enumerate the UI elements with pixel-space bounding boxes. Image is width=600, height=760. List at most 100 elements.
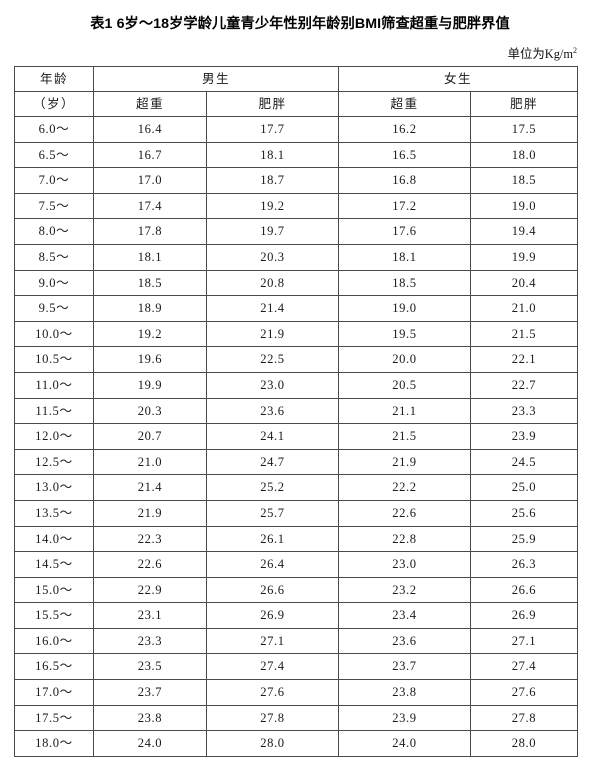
cell-boys-overweight: 23.3 xyxy=(93,627,207,655)
cell-age: 16.5～ xyxy=(14,653,94,681)
table-row: 14.5～ 22.6 26.4 23.0 26.3 xyxy=(14,551,578,578)
cell-girls-obesity: 19.4 xyxy=(470,218,578,245)
cell-girls-overweight: 22.6 xyxy=(338,499,471,527)
header-age-unit: （岁） xyxy=(14,91,94,117)
cell-age: 7.5～ xyxy=(14,192,94,220)
table-row: 17.0～ 23.7 27.6 23.8 27.6 xyxy=(14,679,578,706)
cell-girls-overweight: 21.9 xyxy=(338,448,471,476)
header-boys-obesity: 肥胖 xyxy=(206,91,339,117)
cell-boys-overweight: 18.1 xyxy=(93,243,207,271)
cell-girls-obesity: 21.0 xyxy=(470,295,578,322)
unit-note-text: 单位为Kg/m xyxy=(507,47,573,61)
cell-girls-overweight: 21.1 xyxy=(338,397,471,425)
cell-age: 12.0～ xyxy=(14,423,94,450)
cell-age: 16.0～ xyxy=(14,627,94,655)
table-row: 13.0～ 21.4 25.2 22.2 25.0 xyxy=(14,474,578,501)
cell-boys-obesity: 18.1 xyxy=(206,141,339,169)
header-girls-overweight: 超重 xyxy=(338,91,471,117)
unit-note-superscript: 2 xyxy=(573,45,577,55)
cell-age: 13.5～ xyxy=(14,499,94,527)
cell-girls-overweight: 18.5 xyxy=(338,269,471,297)
table-row: 12.5～ 21.0 24.7 21.9 24.5 xyxy=(14,448,578,476)
cell-girls-obesity: 27.8 xyxy=(470,704,578,732)
table-row: 16.5～ 23.5 27.4 23.7 27.4 xyxy=(14,653,578,681)
table-row: 16.0～ 23.3 27.1 23.6 27.1 xyxy=(14,627,578,655)
cell-boys-overweight: 23.1 xyxy=(93,602,207,629)
cell-girls-obesity: 19.0 xyxy=(470,192,578,220)
cell-girls-overweight: 22.8 xyxy=(338,525,471,553)
cell-age: 17.0～ xyxy=(14,679,94,706)
cell-boys-overweight: 21.9 xyxy=(93,499,207,527)
table-row: 11.0～ 19.9 23.0 20.5 22.7 xyxy=(14,371,578,399)
cell-girls-obesity: 20.4 xyxy=(470,269,578,297)
table-body: 6.0～ 16.4 17.7 16.2 17.5 6.5～ 16.7 18.1 16.5 18.0… xyxy=(14,116,578,757)
cell-boys-obesity: 19.2 xyxy=(206,192,339,220)
table-row: 15.0～ 22.9 26.6 23.2 26.6 xyxy=(14,576,578,604)
table-row: 11.5～ 20.3 23.6 21.1 23.3 xyxy=(14,397,578,425)
cell-boys-obesity: 21.4 xyxy=(206,295,339,322)
cell-girls-obesity: 27.6 xyxy=(470,679,578,706)
cell-girls-overweight: 23.6 xyxy=(338,627,471,655)
cell-girls-overweight: 16.2 xyxy=(338,116,471,143)
cell-girls-obesity: 27.4 xyxy=(470,653,578,681)
cell-girls-overweight: 23.0 xyxy=(338,551,471,578)
cell-boys-obesity: 20.8 xyxy=(206,269,339,297)
cell-boys-obesity: 24.7 xyxy=(206,448,339,476)
cell-girls-overweight: 16.8 xyxy=(338,167,471,194)
table-row: 14.0～ 22.3 26.1 22.8 25.9 xyxy=(14,525,578,553)
cell-boys-overweight: 16.4 xyxy=(93,116,207,143)
cell-age: 13.0～ xyxy=(14,474,94,501)
table-row: 12.0～ 20.7 24.1 21.5 23.9 xyxy=(14,423,578,450)
cell-boys-obesity: 23.6 xyxy=(206,397,339,425)
cell-age: 9.5～ xyxy=(14,295,94,322)
page-title: 表1 6岁～18岁学龄儿童青少年性别年龄别BMI筛查超重与肥胖界值 xyxy=(90,16,510,32)
cell-girls-obesity: 17.5 xyxy=(470,116,578,143)
cell-boys-obesity: 27.8 xyxy=(206,704,339,732)
cell-girls-obesity: 26.9 xyxy=(470,602,578,629)
cell-boys-obesity: 18.7 xyxy=(206,167,339,194)
cell-boys-overweight: 19.9 xyxy=(93,371,207,399)
cell-boys-obesity: 21.9 xyxy=(206,320,339,348)
table-row: 17.5～ 23.8 27.8 23.9 27.8 xyxy=(14,704,578,732)
cell-girls-obesity: 23.3 xyxy=(470,397,578,425)
cell-girls-overweight: 23.4 xyxy=(338,602,471,629)
cell-boys-overweight: 17.4 xyxy=(93,192,207,220)
table-row: 6.5～ 16.7 18.1 16.5 18.0 xyxy=(14,141,578,169)
table-row: 7.5～ 17.4 19.2 17.2 19.0 xyxy=(14,192,578,220)
cell-girls-overweight: 22.2 xyxy=(338,474,471,501)
cell-girls-obesity: 26.6 xyxy=(470,576,578,604)
cell-boys-overweight: 23.7 xyxy=(93,679,207,706)
cell-boys-overweight: 17.0 xyxy=(93,167,207,194)
header-girls: 女生 xyxy=(338,66,578,92)
cell-boys-overweight: 22.6 xyxy=(93,551,207,578)
cell-girls-obesity: 18.5 xyxy=(470,167,578,194)
cell-boys-obesity: 28.0 xyxy=(206,730,339,757)
cell-age: 14.0～ xyxy=(14,525,94,553)
cell-girls-overweight: 21.5 xyxy=(338,423,471,450)
header-boys-overweight: 超重 xyxy=(93,91,207,117)
cell-girls-overweight: 23.7 xyxy=(338,653,471,681)
cell-age: 11.0～ xyxy=(14,371,94,399)
header-age: 年龄 xyxy=(14,66,94,92)
unit-note: 单位为Kg/m2 xyxy=(0,33,600,62)
cell-girls-obesity: 25.0 xyxy=(470,474,578,501)
table-header: 年龄 男生 女生 （岁） 超重 肥胖 超重 肥胖 xyxy=(14,66,578,117)
cell-boys-obesity: 17.7 xyxy=(206,116,339,143)
cell-boys-overweight: 18.5 xyxy=(93,269,207,297)
cell-girls-obesity: 23.9 xyxy=(470,423,578,450)
cell-girls-obesity: 25.6 xyxy=(470,499,578,527)
cell-boys-obesity: 19.7 xyxy=(206,218,339,245)
cell-girls-obesity: 19.9 xyxy=(470,243,578,271)
table-row: 8.5～ 18.1 20.3 18.1 19.9 xyxy=(14,243,578,271)
table-row: 15.5～ 23.1 26.9 23.4 26.9 xyxy=(14,602,578,629)
table-row: 13.5～ 21.9 25.7 22.6 25.6 xyxy=(14,499,578,527)
cell-girls-obesity: 27.1 xyxy=(470,627,578,655)
cell-girls-overweight: 20.5 xyxy=(338,371,471,399)
table-row: 10.0～ 19.2 21.9 19.5 21.5 xyxy=(14,320,578,348)
cell-age: 14.5～ xyxy=(14,551,94,578)
cell-boys-obesity: 26.1 xyxy=(206,525,339,553)
cell-age: 10.5～ xyxy=(14,346,94,373)
cell-girls-overweight: 20.0 xyxy=(338,346,471,373)
table-header-row-2: （岁） 超重 肥胖 超重 肥胖 xyxy=(14,91,578,117)
